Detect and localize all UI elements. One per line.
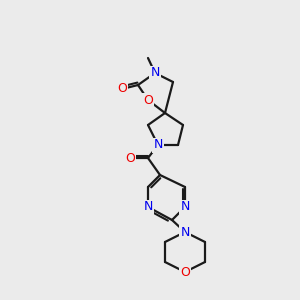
Text: O: O — [180, 266, 190, 278]
Text: N: N — [180, 226, 190, 238]
Text: O: O — [125, 152, 135, 164]
Text: N: N — [153, 139, 163, 152]
Text: N: N — [180, 200, 190, 214]
Text: N: N — [143, 200, 153, 214]
Text: N: N — [150, 67, 160, 80]
Text: O: O — [143, 94, 153, 106]
Text: O: O — [117, 82, 127, 95]
